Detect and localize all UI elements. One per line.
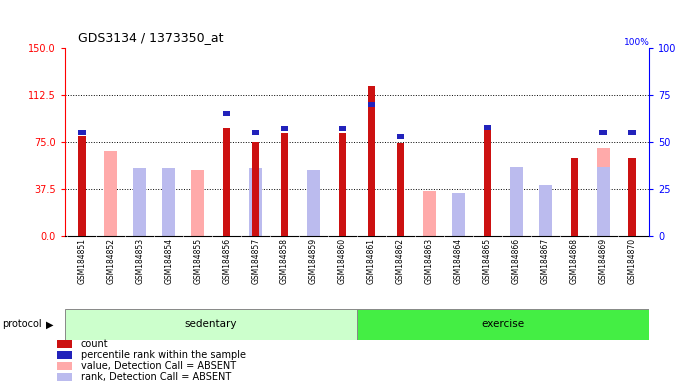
Text: GSM184853: GSM184853	[135, 238, 144, 285]
Bar	[191, 170, 204, 236]
Bar	[423, 191, 436, 236]
Text: GSM184858: GSM184858	[280, 238, 289, 284]
Bar	[57, 362, 72, 370]
Bar	[628, 130, 636, 135]
Bar	[78, 136, 86, 236]
Bar	[252, 142, 259, 236]
Bar	[105, 151, 118, 236]
Bar	[600, 130, 607, 135]
Text: GSM184854: GSM184854	[165, 238, 173, 285]
Bar	[483, 128, 491, 236]
Bar	[57, 340, 72, 348]
Bar	[539, 192, 551, 236]
Bar	[281, 133, 288, 236]
Text: GSM184860: GSM184860	[338, 238, 347, 285]
Bar	[223, 128, 231, 236]
Text: percentile rank within the sample: percentile rank within the sample	[81, 350, 246, 360]
Text: GSM184870: GSM184870	[628, 238, 636, 285]
Bar	[163, 169, 175, 236]
Text: GSM184869: GSM184869	[598, 238, 607, 285]
Text: count: count	[81, 339, 109, 349]
Bar	[357, 309, 649, 340]
Bar	[397, 134, 404, 139]
Bar	[368, 102, 375, 107]
Bar	[163, 170, 175, 236]
Text: exercise: exercise	[481, 319, 525, 329]
Text: GSM184866: GSM184866	[512, 238, 521, 285]
Text: GSM184865: GSM184865	[483, 238, 492, 285]
Bar	[223, 111, 231, 116]
Bar	[57, 351, 72, 359]
Bar	[510, 179, 523, 236]
Bar	[628, 158, 636, 236]
Bar	[571, 158, 578, 236]
Text: value, Detection Call = ABSENT: value, Detection Call = ABSENT	[81, 361, 236, 371]
Bar	[368, 86, 375, 236]
Bar	[339, 133, 346, 236]
Text: GSM184852: GSM184852	[107, 238, 116, 284]
Text: ▶: ▶	[46, 319, 54, 329]
Text: GSM184855: GSM184855	[193, 238, 202, 285]
Bar	[252, 130, 259, 135]
Text: GSM184864: GSM184864	[454, 238, 463, 285]
Bar	[307, 180, 320, 236]
Bar	[452, 193, 465, 236]
Bar	[57, 373, 72, 381]
Text: rank, Detection Call = ABSENT: rank, Detection Call = ABSENT	[81, 372, 231, 382]
Bar	[133, 171, 146, 236]
Bar	[249, 169, 262, 236]
Bar	[510, 167, 523, 236]
Text: GSM184868: GSM184868	[570, 238, 579, 284]
Bar	[339, 126, 346, 131]
Bar	[65, 309, 357, 340]
Text: GSM184863: GSM184863	[425, 238, 434, 285]
Text: GSM184859: GSM184859	[309, 238, 318, 285]
Text: GSM184857: GSM184857	[251, 238, 260, 285]
Bar	[397, 143, 404, 236]
Text: GSM184856: GSM184856	[222, 238, 231, 285]
Text: sedentary: sedentary	[184, 319, 237, 329]
Text: GSM184867: GSM184867	[541, 238, 549, 285]
Text: protocol: protocol	[2, 319, 41, 329]
Bar	[539, 185, 551, 236]
Bar	[307, 170, 320, 236]
Bar	[133, 169, 146, 236]
Bar	[596, 148, 609, 236]
Bar	[281, 126, 288, 131]
Text: GSM184862: GSM184862	[396, 238, 405, 284]
Bar	[78, 130, 86, 135]
Text: 100%: 100%	[624, 38, 649, 47]
Text: GDS3134 / 1373350_at: GDS3134 / 1373350_at	[78, 31, 224, 44]
Bar	[596, 167, 609, 236]
Bar	[483, 124, 491, 129]
Text: GSM184861: GSM184861	[367, 238, 376, 284]
Text: GSM184851: GSM184851	[78, 238, 86, 284]
